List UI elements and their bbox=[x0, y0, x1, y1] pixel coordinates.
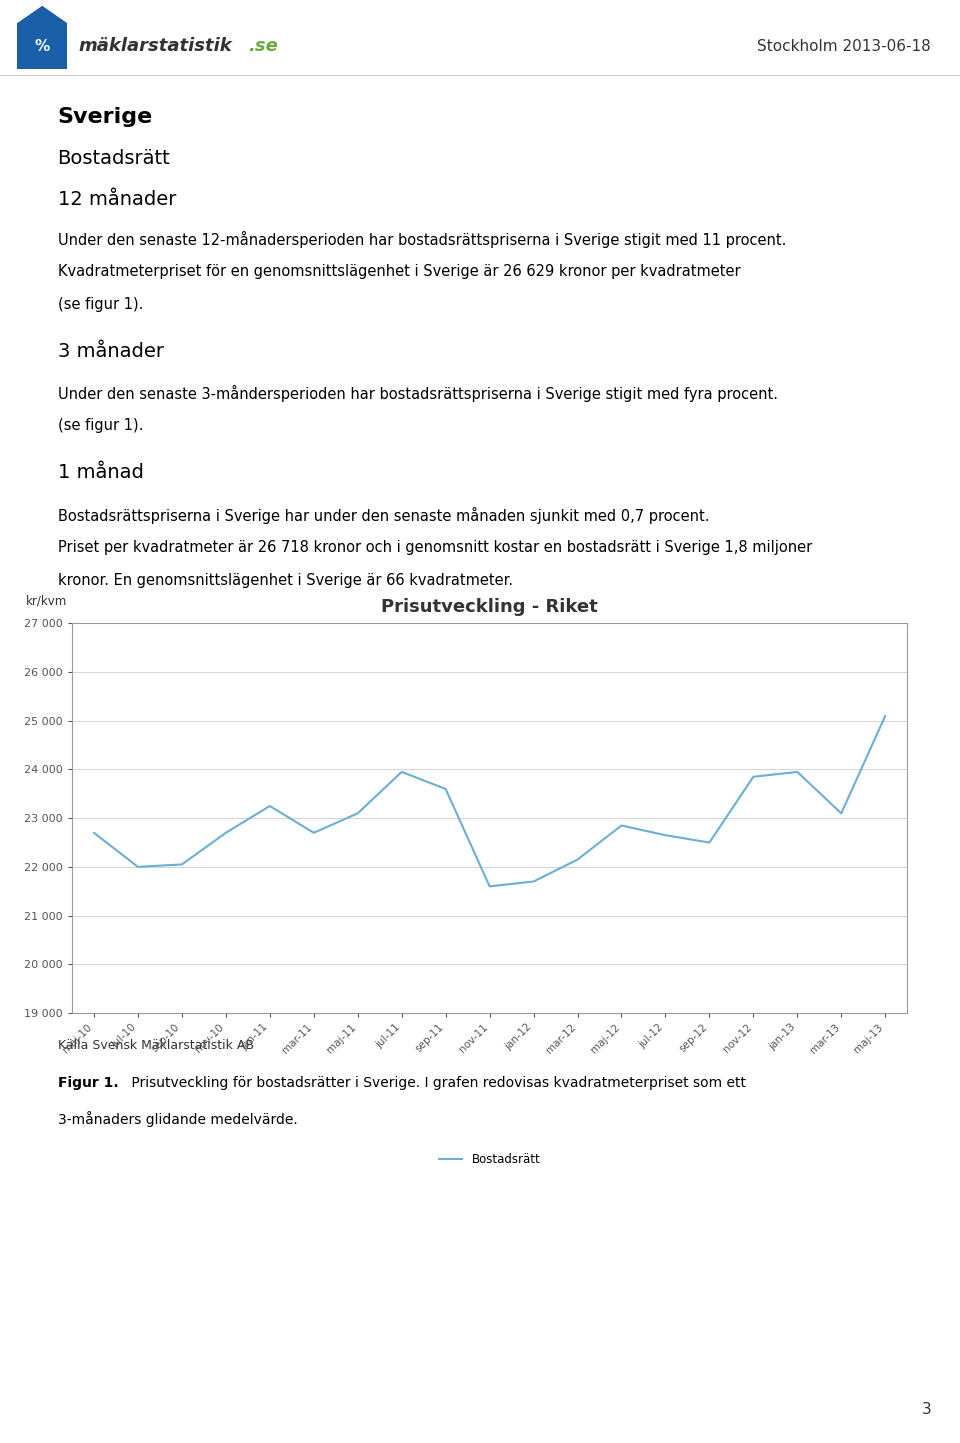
Text: Prisutveckling för bostadsrätter i Sverige. I grafen redovisas kvadratmeterprise: Prisutveckling för bostadsrätter i Sveri… bbox=[127, 1076, 746, 1091]
Text: 1 månad: 1 månad bbox=[58, 463, 143, 482]
Text: Priset per kvadratmeter är 26 718 kronor och i genomsnitt kostar en bostadsrätt : Priset per kvadratmeter är 26 718 kronor… bbox=[58, 540, 812, 554]
Text: 12 månader: 12 månader bbox=[58, 190, 176, 209]
Text: kronor. En genomsnittslägenhet i Sverige är 66 kvadratmeter.: kronor. En genomsnittslägenhet i Sverige… bbox=[58, 573, 513, 587]
Text: Kvadratmeterpriset för en genomsnittslägenhet i Sverige är 26 629 kronor per kva: Kvadratmeterpriset för en genomsnittsläg… bbox=[58, 264, 740, 278]
Text: Stockholm 2013-06-18: Stockholm 2013-06-18 bbox=[757, 39, 931, 53]
FancyBboxPatch shape bbox=[17, 23, 67, 69]
Text: Under den senaste 12-månadersperioden har bostadsrättspriserna i Sverige stigit : Under den senaste 12-månadersperioden ha… bbox=[58, 231, 786, 248]
Text: Bostadsrättspriserna i Sverige har under den senaste månaden sjunkit med 0,7 pro: Bostadsrättspriserna i Sverige har under… bbox=[58, 506, 709, 524]
Text: Sverige: Sverige bbox=[58, 107, 153, 127]
Text: kr/kvm: kr/kvm bbox=[26, 595, 67, 608]
Text: (se figur 1).: (se figur 1). bbox=[58, 418, 143, 433]
Legend: Bostadsrätt: Bostadsrätt bbox=[434, 1149, 545, 1170]
Text: Bostadsrätt: Bostadsrätt bbox=[58, 149, 170, 167]
Text: 3-månaders glidande medelvärde.: 3-månaders glidande medelvärde. bbox=[58, 1111, 298, 1127]
Text: mäklarstatistik: mäklarstatistik bbox=[79, 38, 232, 55]
Text: .se: .se bbox=[248, 38, 277, 55]
Polygon shape bbox=[17, 6, 67, 23]
Text: Figur 1.: Figur 1. bbox=[58, 1076, 118, 1091]
Text: Under den senaste 3-måndersperioden har bostadsrättspriserna i Sverige stigit me: Under den senaste 3-måndersperioden har … bbox=[58, 385, 778, 403]
Title: Prisutveckling - Riket: Prisutveckling - Riket bbox=[381, 599, 598, 616]
Text: 3: 3 bbox=[922, 1403, 931, 1417]
Text: Källa Svensk Mäklarstatistik AB: Källa Svensk Mäklarstatistik AB bbox=[58, 1039, 253, 1052]
Text: (se figur 1).: (se figur 1). bbox=[58, 297, 143, 312]
Text: 3 månader: 3 månader bbox=[58, 342, 163, 361]
Text: %: % bbox=[35, 39, 50, 53]
